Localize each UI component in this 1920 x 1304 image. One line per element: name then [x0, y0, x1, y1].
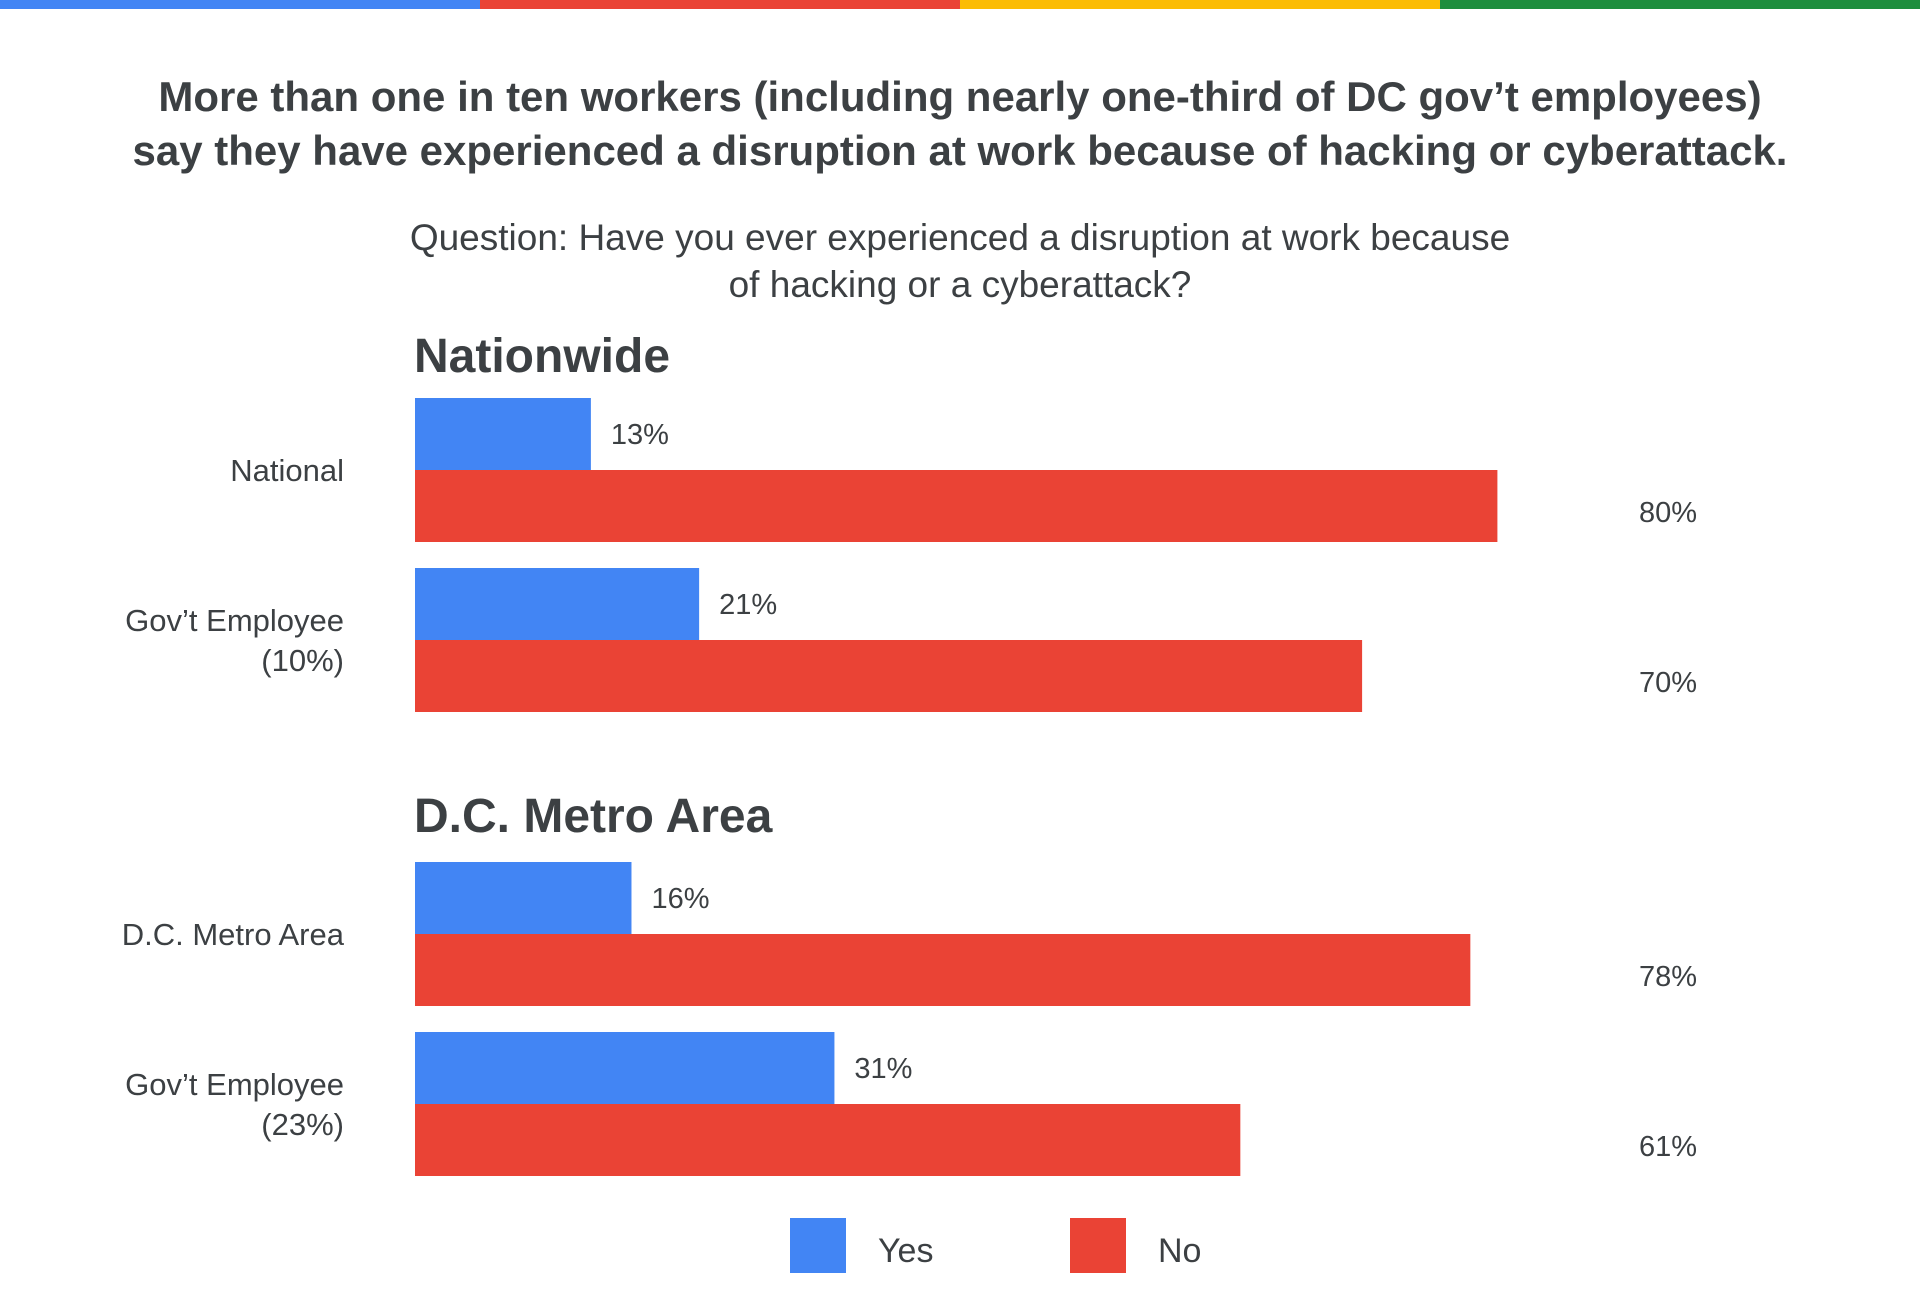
stripe-red — [480, 0, 960, 9]
stripe-green — [1440, 0, 1920, 9]
category-label: National — [230, 453, 344, 488]
stripe-yellow — [960, 0, 1440, 9]
chart-subtitle: Question: Have you ever experienced a di… — [0, 214, 1920, 308]
bar-no — [415, 640, 1363, 712]
legend-yes-swatch — [790, 1218, 846, 1273]
category-label: Gov’t Employee — [125, 1067, 344, 1102]
data-label-yes: 16% — [651, 883, 709, 915]
data-label-no: 70% — [1639, 667, 1697, 699]
bar-yes — [415, 862, 632, 934]
chart-title: More than one in ten workers (including … — [0, 70, 1920, 178]
group-title: Nationwide — [414, 330, 670, 383]
category-label: D.C. Metro Area — [122, 917, 345, 952]
group-title: D.C. Metro Area — [414, 790, 773, 843]
chart-subtitle-line-2: of hacking or a cyberattack? — [728, 264, 1192, 305]
bar-yes — [415, 398, 591, 470]
category-label: (23%) — [261, 1107, 344, 1142]
chart-title-line-2: say they have experienced a disruption a… — [132, 127, 1788, 174]
data-label-no: 80% — [1639, 497, 1697, 529]
bar-no — [415, 934, 1471, 1006]
data-label-no: 61% — [1639, 1131, 1697, 1163]
data-label-no: 78% — [1639, 961, 1697, 993]
stripe-blue — [0, 0, 480, 9]
chart-subtitle-line-1: Question: Have you ever experienced a di… — [409, 217, 1511, 258]
chart-title-line-1: More than one in ten workers (including … — [158, 73, 1762, 120]
legend-no-swatch — [1070, 1218, 1126, 1273]
bar-yes — [415, 1032, 835, 1104]
data-label-yes: 31% — [854, 1053, 912, 1085]
data-label-yes: 21% — [719, 589, 777, 621]
legend-yes-label: Yes — [878, 1232, 933, 1270]
bar-yes — [415, 568, 700, 640]
category-label: (10%) — [261, 643, 344, 678]
bar-no — [415, 1104, 1241, 1176]
legend-no-label: No — [1158, 1232, 1201, 1270]
category-label: Gov’t Employee — [125, 603, 344, 638]
bar-no — [415, 470, 1498, 542]
data-label-yes: 13% — [611, 419, 669, 451]
